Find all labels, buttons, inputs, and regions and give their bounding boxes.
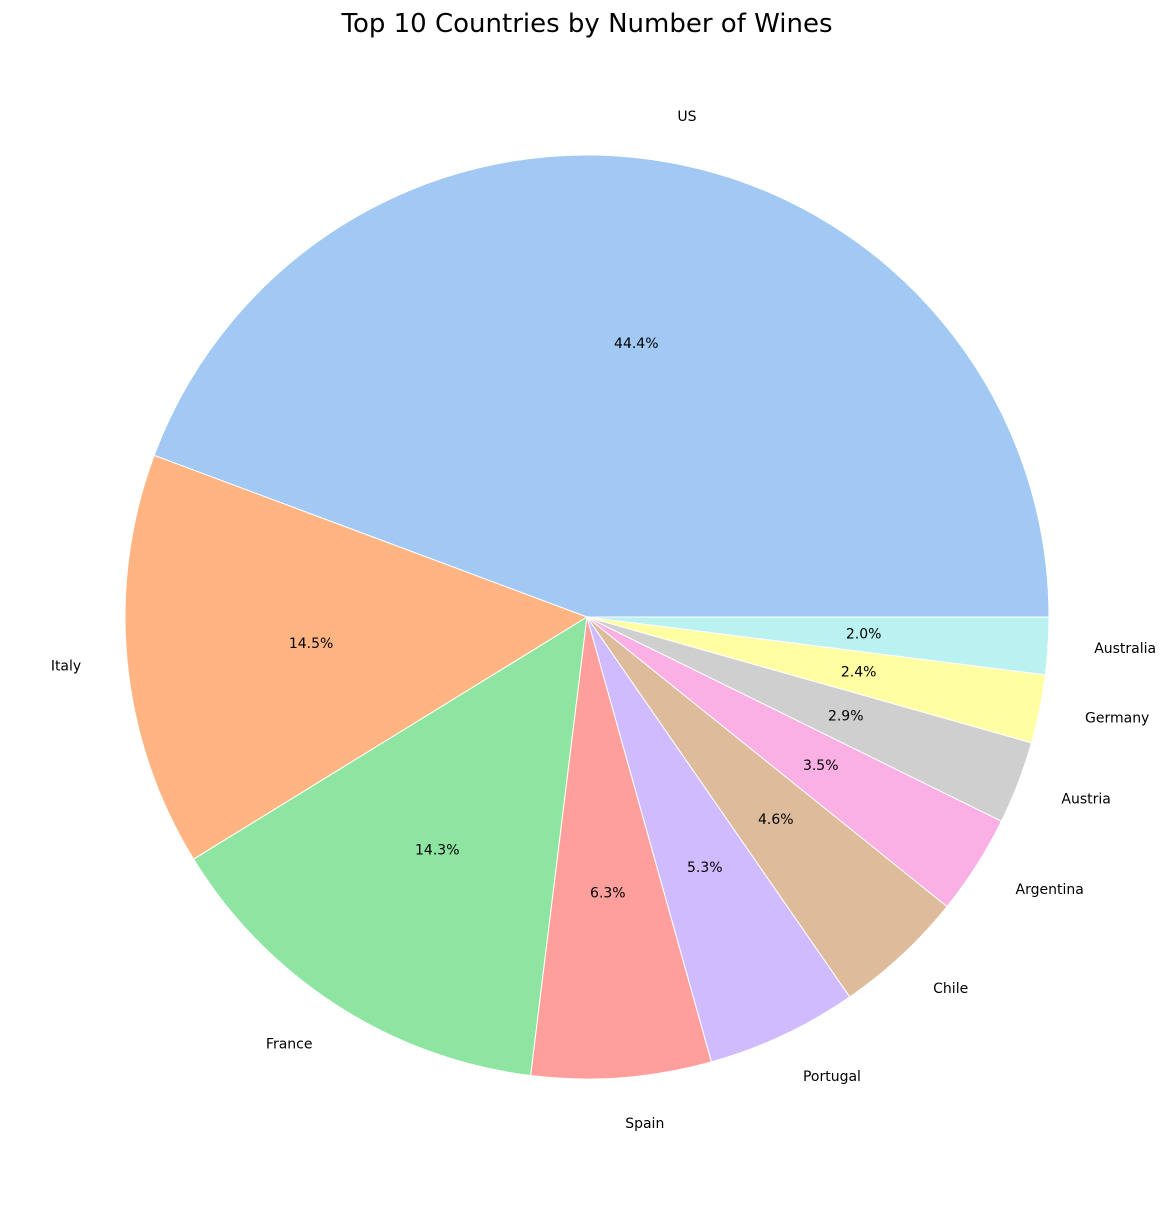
slice-percent-australia: 2.0% <box>846 626 882 642</box>
pie-labels: US Italy France Spain Portugal Chile Argentina… <box>51 109 1156 1132</box>
pie-slices <box>124 154 1050 1080</box>
slice-label-portugal: Portugal <box>803 1069 861 1085</box>
pie-slice-italy <box>124 454 589 860</box>
slice-label-argentina: Argentina <box>1016 882 1084 898</box>
slice-label-germany: Germany <box>1085 710 1149 726</box>
slice-percent-us: 44.4% <box>614 336 658 352</box>
slice-label-france: France <box>266 1037 313 1053</box>
pie-slice-us <box>153 154 1050 618</box>
slice-percent-germany: 2.4% <box>841 664 877 680</box>
pie-percent-labels: 44.4% 14.5% 14.3% 6.3% 5.3% 4.6% 3.5% 2.9% 2.4% 2… <box>289 336 882 901</box>
slice-label-chile: Chile <box>933 981 968 997</box>
slice-percent-portugal: 5.3% <box>687 860 723 876</box>
pie-slice-spain <box>530 616 713 1080</box>
slice-percent-france: 14.3% <box>415 842 459 858</box>
slice-percent-austria: 2.9% <box>828 708 864 724</box>
pie-slice-france <box>192 616 588 1077</box>
slice-label-italy: Italy <box>51 658 81 674</box>
slice-label-us: US <box>677 109 696 125</box>
slice-percent-spain: 6.3% <box>590 885 626 901</box>
slice-label-spain: Spain <box>625 1116 664 1132</box>
slice-percent-argentina: 3.5% <box>803 758 839 774</box>
slice-label-austria: Austria <box>1061 791 1110 807</box>
pie-slice-australia <box>586 616 1050 676</box>
slice-percent-italy: 14.5% <box>289 636 333 652</box>
slice-percent-chile: 4.6% <box>758 812 794 828</box>
slice-label-australia: Australia <box>1094 641 1156 657</box>
chart-title: Top 10 Countries by Number of Wines <box>341 9 833 39</box>
pie-slice-portugal <box>586 616 851 1063</box>
